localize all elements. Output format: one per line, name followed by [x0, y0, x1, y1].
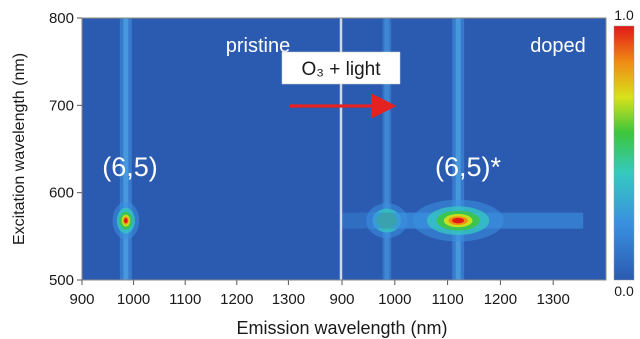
- annotation-box: [281, 51, 401, 85]
- x-tick-label: 1000: [117, 291, 150, 308]
- x-tick-label: 1100: [169, 291, 201, 308]
- peak-streak-core: [123, 18, 129, 280]
- x-tick-label: 1300: [272, 291, 305, 308]
- colorbar-min-label: 0.0: [614, 283, 634, 299]
- panel-pristine-spectrum: [112, 18, 140, 280]
- x-tick-label: 1100: [431, 291, 463, 308]
- peak-doped-1: [373, 18, 584, 280]
- annotation-text: O₃ + light: [301, 59, 381, 80]
- y-tick-label: 600: [49, 185, 74, 202]
- panel-doped-label: doped: [530, 35, 586, 57]
- y-tick-label: 800: [49, 10, 74, 27]
- peak-glow-layer-5: [452, 217, 465, 224]
- colorbar-gradient: [613, 25, 635, 281]
- y-tick-label: 700: [49, 97, 74, 114]
- panel-pristine-label: pristine: [226, 35, 290, 57]
- panel-doped-spectrum: [342, 18, 584, 280]
- annotation-group: O₃ + light: [281, 51, 401, 119]
- peak-glow-layer-5: [124, 218, 128, 224]
- x-tick-label: 1000: [378, 291, 411, 308]
- peak-pristine-0: [112, 18, 140, 280]
- peak-label-pristine: (6,5): [102, 152, 158, 182]
- x-tick-label: 900: [329, 291, 354, 308]
- x-axis-ticks-doped: 900 1000 1100 1200 1300: [329, 280, 570, 308]
- colorbar-max-label: 1.0: [614, 7, 634, 23]
- x-axis-ticks-pristine: 900 1000 1100 1200 1300: [69, 280, 305, 308]
- y-axis-ticks: 500 600 700 800: [49, 10, 82, 289]
- peak-label-doped: (6,5)*: [435, 152, 502, 182]
- y-tick-label: 500: [49, 272, 74, 289]
- peak-streak-core: [384, 18, 390, 280]
- x-tick-label: 1200: [484, 291, 517, 308]
- x-axis-label: Emission wavelength (nm): [236, 318, 447, 338]
- plot-frame: [81, 17, 607, 281]
- peak-streak-core: [455, 18, 461, 280]
- x-tick-label: 900: [69, 291, 94, 308]
- y-axis-label: Excitation wavelength (nm): [11, 53, 28, 245]
- colorbar: 1.0 0.0: [613, 7, 635, 299]
- peak-streak-vertical: [382, 18, 392, 280]
- x-tick-label: 1300: [537, 291, 570, 308]
- x-tick-label: 1200: [220, 291, 253, 308]
